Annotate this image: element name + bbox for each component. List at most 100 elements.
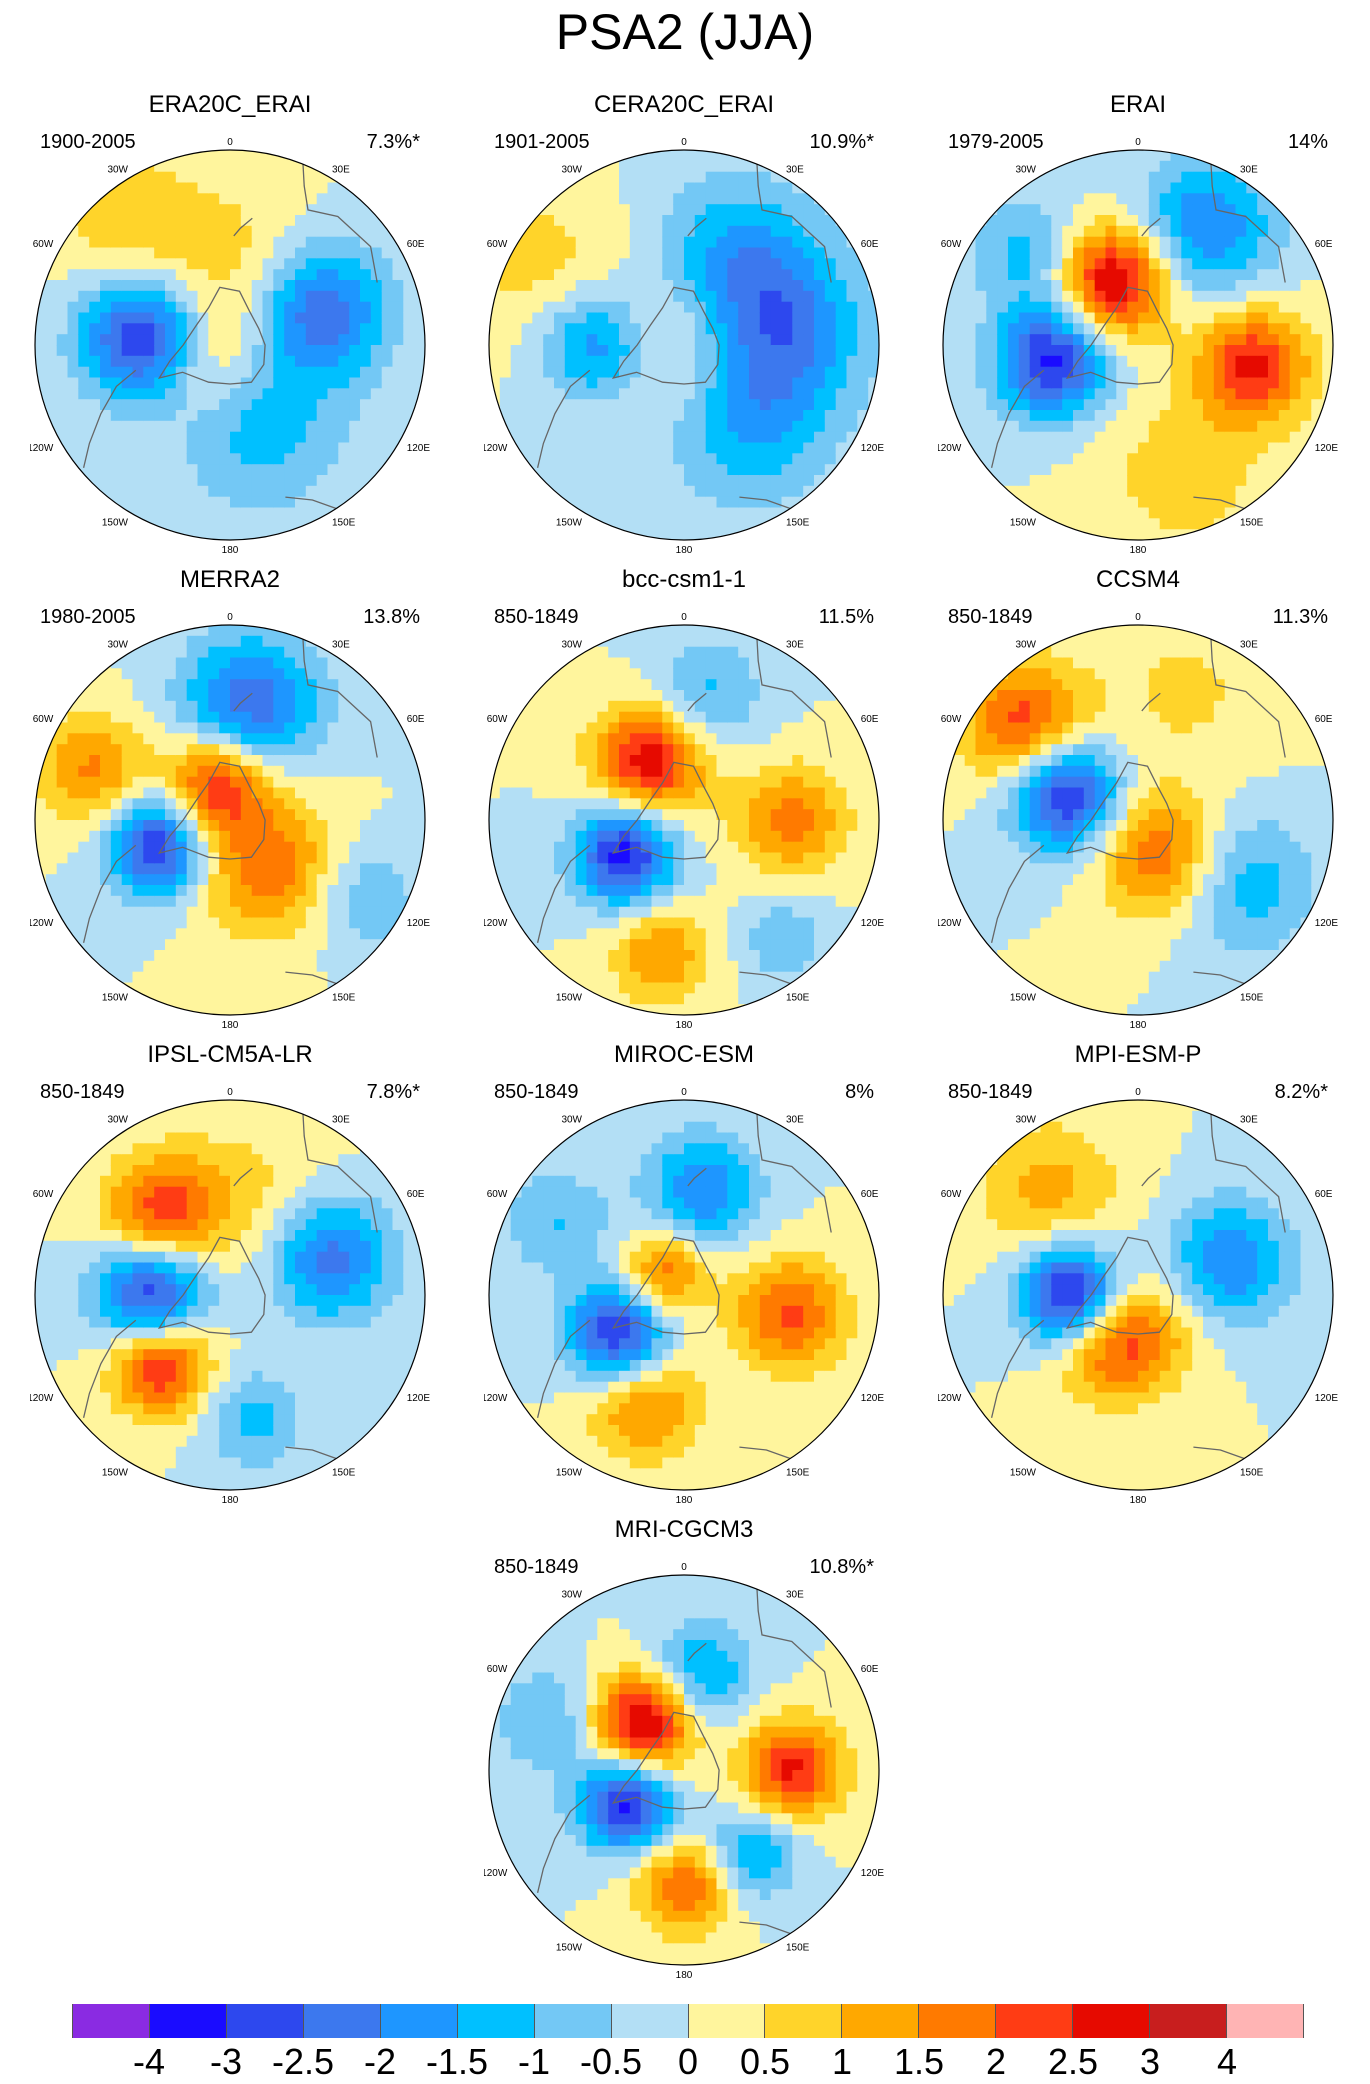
field-cell [187, 518, 198, 529]
field-cell [522, 744, 533, 755]
field-cell [111, 820, 122, 831]
field-cell [219, 885, 230, 896]
field-cell [219, 193, 230, 204]
field-cell [1138, 453, 1149, 464]
field-cell [306, 744, 317, 755]
field-cell [652, 453, 663, 464]
field-cell [630, 193, 641, 204]
field-cell [154, 280, 165, 291]
field-cell [165, 701, 176, 712]
field-cell [630, 497, 641, 508]
field-cell [1127, 172, 1138, 183]
field-cell [673, 410, 684, 421]
field-cell [782, 345, 793, 356]
field-cell [306, 453, 317, 464]
field-cell [273, 453, 284, 464]
field-cell [565, 258, 576, 269]
field-cell [1236, 291, 1247, 302]
field-cell [1171, 508, 1182, 519]
field-cell [338, 193, 349, 204]
field-cell [100, 475, 111, 486]
field-cell [1311, 367, 1322, 378]
field-cell [630, 928, 641, 939]
field-cell [554, 215, 565, 226]
field-cell [1008, 215, 1019, 226]
field-cell [1257, 432, 1268, 443]
field-cell [338, 668, 349, 679]
field-cell [176, 215, 187, 226]
field-cell [1138, 172, 1149, 183]
field-cell [1030, 183, 1041, 194]
field-cell [176, 918, 187, 929]
field-cell [176, 248, 187, 259]
field-cell [252, 280, 263, 291]
field-cell [263, 508, 274, 519]
field-cell [608, 625, 619, 636]
field-cell [338, 744, 349, 755]
field-cell [241, 950, 252, 961]
field-cell [154, 853, 165, 864]
field-cell [587, 777, 598, 788]
field-cell [100, 820, 111, 831]
field-cell [1246, 367, 1257, 378]
field-cell [295, 258, 306, 269]
field-cell [1214, 421, 1225, 432]
field-cell [133, 345, 144, 356]
field-cell [943, 345, 954, 356]
field-cell [727, 356, 738, 367]
field-cell [295, 701, 306, 712]
field-cell [1149, 161, 1160, 172]
field-cell [89, 798, 100, 809]
field-cell [641, 486, 652, 497]
field-cell [382, 766, 393, 777]
field-cell [652, 690, 663, 701]
field-cell [360, 345, 371, 356]
field-cell [1279, 432, 1290, 443]
field-cell [782, 291, 793, 302]
field-cell [836, 280, 847, 291]
field-cell [133, 280, 144, 291]
field-cell [208, 842, 219, 853]
field-cell [976, 302, 987, 313]
field-cell [738, 518, 749, 529]
field-cell [284, 744, 295, 755]
field-cell [1127, 453, 1138, 464]
field-cell [284, 508, 295, 519]
field-cell [684, 421, 695, 432]
field-cell [208, 712, 219, 723]
field-cell [284, 226, 295, 237]
field-cell [706, 172, 717, 183]
field-cell [500, 334, 511, 345]
field-cell [760, 378, 771, 389]
field-cell [338, 399, 349, 410]
field-cell [1062, 508, 1073, 519]
field-cell [684, 150, 695, 161]
field-cell [749, 464, 760, 475]
field-cell [317, 755, 328, 766]
field-cell [597, 204, 608, 215]
field-cell [143, 302, 154, 313]
field-cell [597, 723, 608, 734]
field-cell [522, 443, 533, 454]
field-cell [565, 237, 576, 248]
field-cell [393, 410, 404, 421]
field-cell [393, 798, 404, 809]
field-cell [219, 334, 230, 345]
field-cell [306, 183, 317, 194]
field-cell [1246, 248, 1257, 259]
field-cell [252, 432, 263, 443]
field-cell [263, 193, 274, 204]
field-cell [338, 853, 349, 864]
field-cell [273, 248, 284, 259]
field-cell [1192, 388, 1203, 399]
field-cell [360, 961, 371, 972]
field-cell [1019, 204, 1030, 215]
field-cell [198, 258, 209, 269]
field-cell [1214, 258, 1225, 269]
field-cell [360, 302, 371, 313]
field-cell [317, 712, 328, 723]
field-cell [1236, 443, 1247, 454]
field-cell [198, 388, 209, 399]
field-cell [154, 486, 165, 497]
field-cell [68, 378, 79, 389]
